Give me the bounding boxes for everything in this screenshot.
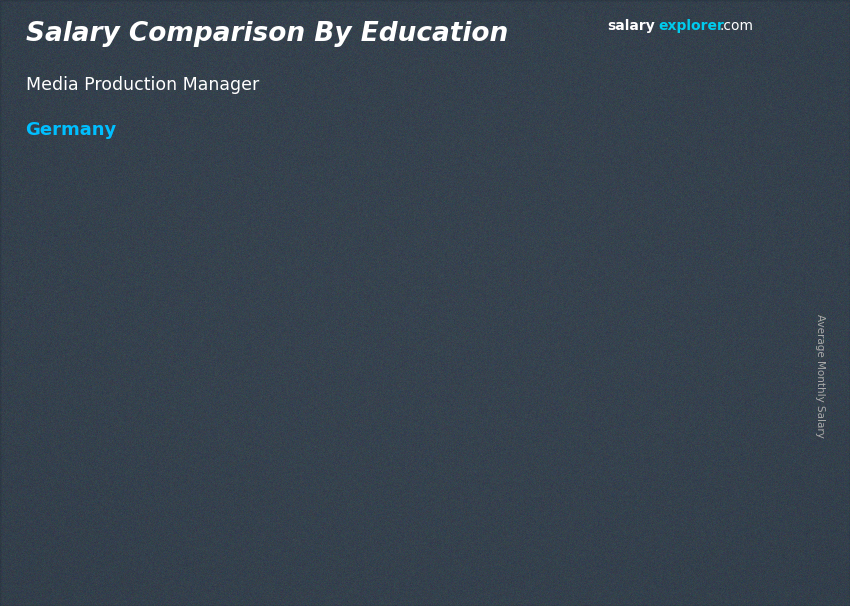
Polygon shape — [541, 264, 552, 521]
Bar — [630, 183, 646, 521]
Bar — [630, 183, 719, 521]
Text: 7,160 EUR: 7,160 EUR — [639, 167, 711, 181]
Bar — [676, 65, 756, 96]
Text: 5,460 EUR: 5,460 EUR — [371, 249, 444, 264]
Text: Average Monthly Salary: Average Monthly Salary — [815, 314, 825, 438]
Bar — [452, 264, 468, 521]
Polygon shape — [630, 183, 729, 193]
Polygon shape — [97, 370, 196, 375]
Text: Media Production Manager: Media Production Manager — [26, 76, 258, 94]
Text: Certificate or
Diploma: Certificate or Diploma — [271, 554, 367, 590]
Text: +45%: +45% — [374, 171, 442, 191]
Bar — [676, 96, 756, 127]
Polygon shape — [185, 370, 196, 521]
Text: explorer: explorer — [659, 19, 724, 33]
Polygon shape — [363, 343, 374, 521]
Text: +31%: +31% — [552, 86, 620, 106]
Polygon shape — [452, 264, 552, 271]
Text: High School: High School — [98, 554, 184, 569]
Bar — [676, 33, 756, 65]
Bar — [275, 343, 291, 521]
Bar — [97, 370, 113, 521]
Polygon shape — [719, 183, 729, 521]
Bar — [275, 343, 363, 521]
Text: salary: salary — [608, 19, 655, 33]
Text: Salary Comparison By Education: Salary Comparison By Education — [26, 21, 507, 47]
Bar — [452, 264, 541, 521]
Bar — [97, 370, 185, 521]
Text: 3,770 EUR: 3,770 EUR — [193, 329, 265, 343]
Text: Bachelor's
Degree: Bachelor's Degree — [459, 554, 535, 590]
Text: 3,200 EUR: 3,200 EUR — [15, 368, 88, 382]
Text: Master's
Degree: Master's Degree — [643, 554, 706, 590]
Polygon shape — [275, 343, 374, 348]
Text: Germany: Germany — [26, 121, 116, 139]
Text: +18%: +18% — [196, 256, 264, 276]
Text: .com: .com — [720, 19, 754, 33]
